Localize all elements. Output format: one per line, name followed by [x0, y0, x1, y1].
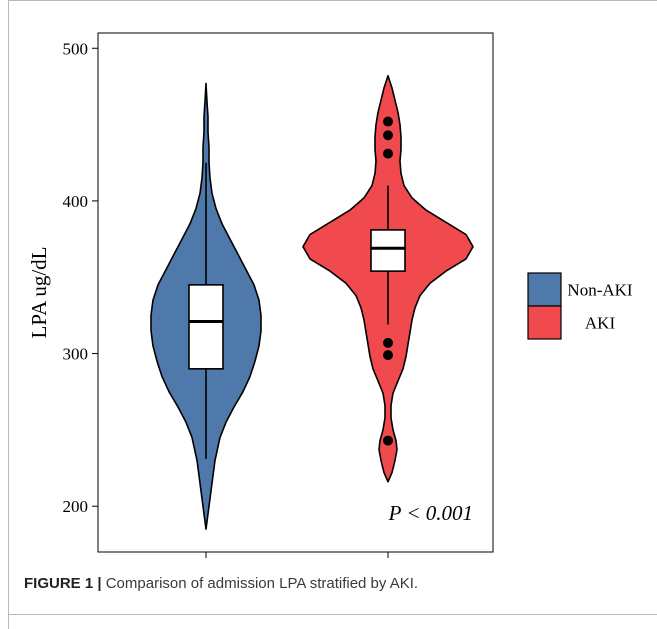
bottom-divider — [8, 614, 657, 615]
plot-area — [97, 32, 494, 553]
legend-key-non-aki — [527, 272, 562, 307]
y-axis: 200 300 400 500 — [63, 39, 98, 516]
legend-key-aki — [527, 305, 562, 340]
outlier-point — [383, 116, 393, 127]
outlier-point — [383, 435, 393, 446]
y-axis-label: LPA ug/dL — [27, 247, 51, 339]
outlier-point — [383, 148, 393, 159]
y-tick-label: 400 — [63, 192, 89, 211]
y-tick-label: 200 — [63, 497, 89, 516]
legend: Non-AKI AKI — [527, 272, 633, 340]
box-aki — [370, 229, 406, 272]
p-value-annotation: P < 0.001 — [388, 501, 473, 525]
y-tick-label: 300 — [63, 345, 89, 364]
outlier-point — [383, 350, 393, 361]
plot-border — [97, 32, 494, 553]
legend-label: Non-AKI — [567, 281, 632, 300]
legend-label: AKI — [585, 314, 616, 333]
caption-text: Comparison of admission LPA stratified b… — [101, 575, 419, 592]
violin-chart: 200 300 400 500 LPA ug/dL P < 0.001 Non-AKI… — [27, 32, 633, 558]
figure-caption: FIGURE 1 | Comparison of admission LPA s… — [24, 575, 644, 592]
box-non-aki — [188, 284, 224, 370]
outlier-point — [383, 130, 393, 141]
outlier-point — [383, 337, 393, 348]
x-axis — [205, 552, 389, 558]
figure-frame — [8, 0, 657, 629]
y-tick-label: 500 — [63, 39, 89, 58]
figure-label: FIGURE 1 | — [24, 575, 102, 592]
